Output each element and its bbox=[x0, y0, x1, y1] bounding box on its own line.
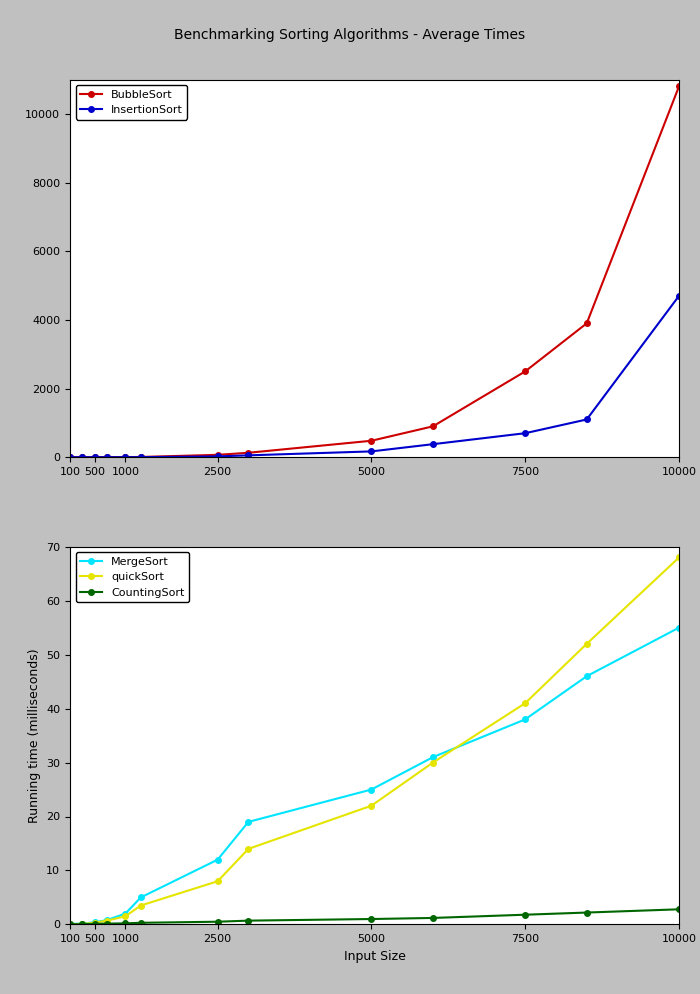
quickSort bbox=[521, 697, 529, 709]
InsertionSort bbox=[121, 451, 130, 463]
InsertionSort bbox=[582, 414, 591, 425]
quickSort bbox=[582, 638, 591, 650]
InsertionSort bbox=[368, 445, 376, 457]
BubbleSort bbox=[103, 451, 111, 463]
MergeSort bbox=[103, 914, 111, 926]
quickSort bbox=[214, 876, 222, 888]
InsertionSort bbox=[103, 451, 111, 463]
BubbleSort bbox=[214, 449, 222, 461]
InsertionSort bbox=[214, 450, 222, 462]
CountingSort bbox=[214, 915, 222, 927]
BubbleSort bbox=[121, 451, 130, 463]
Y-axis label: Running time (milliseconds): Running time (milliseconds) bbox=[27, 648, 41, 823]
Line: BubbleSort: BubbleSort bbox=[67, 83, 682, 460]
MergeSort bbox=[121, 908, 130, 919]
BubbleSort bbox=[582, 317, 591, 329]
MergeSort bbox=[78, 917, 87, 929]
Line: InsertionSort: InsertionSort bbox=[67, 293, 682, 460]
BubbleSort bbox=[90, 451, 99, 463]
quickSort bbox=[78, 917, 87, 929]
BubbleSort bbox=[244, 447, 253, 459]
BubbleSort bbox=[66, 451, 74, 463]
CountingSort bbox=[66, 918, 74, 930]
BubbleSort bbox=[136, 451, 145, 463]
BubbleSort bbox=[78, 451, 87, 463]
CountingSort bbox=[78, 918, 87, 930]
CountingSort bbox=[103, 917, 111, 929]
InsertionSort bbox=[675, 290, 683, 302]
MergeSort bbox=[428, 751, 437, 763]
MergeSort bbox=[66, 917, 74, 929]
X-axis label: Input Size: Input Size bbox=[344, 949, 405, 963]
BubbleSort bbox=[675, 81, 683, 92]
BubbleSort bbox=[428, 420, 437, 432]
InsertionSort bbox=[136, 451, 145, 463]
InsertionSort bbox=[78, 451, 87, 463]
quickSort bbox=[675, 552, 683, 564]
InsertionSort bbox=[521, 427, 529, 439]
MergeSort bbox=[675, 621, 683, 633]
InsertionSort bbox=[244, 449, 253, 461]
MergeSort bbox=[136, 892, 145, 904]
CountingSort bbox=[428, 911, 437, 923]
quickSort bbox=[428, 756, 437, 768]
CountingSort bbox=[121, 917, 130, 929]
BubbleSort bbox=[521, 366, 529, 378]
CountingSort bbox=[368, 913, 376, 925]
CountingSort bbox=[582, 907, 591, 918]
quickSort bbox=[368, 800, 376, 812]
MergeSort bbox=[368, 783, 376, 795]
MergeSort bbox=[90, 916, 99, 928]
quickSort bbox=[136, 900, 145, 911]
InsertionSort bbox=[90, 451, 99, 463]
Legend: MergeSort, quickSort, CountingSort: MergeSort, quickSort, CountingSort bbox=[76, 553, 189, 602]
quickSort bbox=[66, 918, 74, 930]
quickSort bbox=[103, 914, 111, 926]
Line: MergeSort: MergeSort bbox=[67, 625, 682, 926]
CountingSort bbox=[136, 916, 145, 928]
InsertionSort bbox=[428, 438, 437, 450]
MergeSort bbox=[521, 714, 529, 726]
Legend: BubbleSort, InsertionSort: BubbleSort, InsertionSort bbox=[76, 85, 188, 119]
quickSort bbox=[90, 916, 99, 928]
quickSort bbox=[244, 843, 253, 855]
Line: quickSort: quickSort bbox=[67, 555, 682, 927]
CountingSort bbox=[90, 917, 99, 929]
MergeSort bbox=[582, 670, 591, 682]
Line: CountingSort: CountingSort bbox=[67, 907, 682, 927]
quickSort bbox=[121, 911, 130, 922]
CountingSort bbox=[675, 904, 683, 915]
BubbleSort bbox=[368, 434, 376, 446]
CountingSort bbox=[521, 909, 529, 920]
InsertionSort bbox=[66, 451, 74, 463]
CountingSort bbox=[244, 914, 253, 926]
MergeSort bbox=[214, 854, 222, 866]
Text: Benchmarking Sorting Algorithms - Average Times: Benchmarking Sorting Algorithms - Averag… bbox=[174, 28, 526, 42]
MergeSort bbox=[244, 816, 253, 828]
